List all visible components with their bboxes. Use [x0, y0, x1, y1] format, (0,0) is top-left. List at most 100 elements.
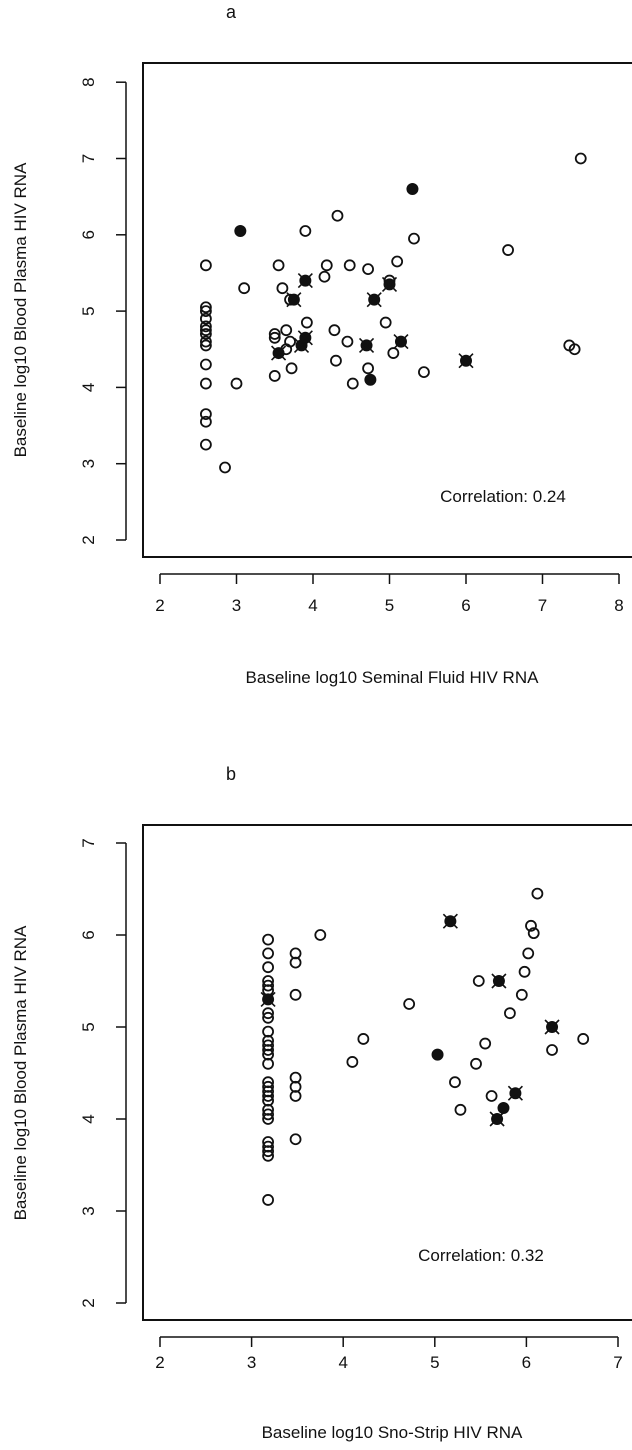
y-tick-label: 5	[79, 1022, 98, 1031]
point-open	[268, 328, 281, 340]
x-tick-label: 6	[522, 1353, 531, 1372]
point-open	[262, 1145, 274, 1158]
point-open	[518, 965, 531, 978]
point-open	[299, 225, 312, 237]
point-open	[199, 328, 212, 340]
point-x-cross	[491, 973, 507, 989]
point-open	[284, 335, 296, 348]
point-open	[331, 209, 344, 222]
x-axis-title: Baseline log10 Seminal Fluid HIV RNA	[246, 668, 540, 687]
point-open	[577, 1033, 590, 1045]
point-open	[568, 343, 581, 356]
plot-frame-a	[142, 62, 632, 558]
point-open	[262, 1149, 274, 1162]
point-x-cross	[366, 292, 382, 308]
x-axis-title: Baseline log10 Sno-Strip HIV RNA	[262, 1423, 523, 1442]
y-tick-label: 3	[79, 459, 98, 468]
y-axis-title: Baseline log10 Blood Plasma HIV RNA	[11, 162, 30, 457]
point-open	[262, 933, 274, 946]
point-open	[199, 339, 212, 352]
x-tick-label: 4	[308, 596, 317, 615]
point-open	[280, 324, 293, 337]
point-open	[515, 988, 528, 1001]
point-open	[199, 301, 212, 314]
point-open	[485, 1090, 498, 1102]
point-open	[346, 377, 359, 390]
x-tick-label: 2	[155, 596, 164, 615]
point-open	[199, 358, 212, 371]
point-open	[262, 979, 274, 992]
point-open	[330, 354, 342, 367]
point-open	[479, 1037, 492, 1050]
point-open	[276, 282, 289, 295]
point-filled	[364, 373, 377, 386]
y-tick-label: 7	[79, 838, 98, 847]
point-x-cross	[544, 1019, 560, 1035]
point-open	[262, 1108, 274, 1121]
point-open	[418, 366, 430, 379]
point-open	[262, 1113, 274, 1125]
point-open	[199, 415, 212, 428]
plot-frame-b	[142, 824, 632, 1321]
x-tick-label: 7	[613, 1353, 622, 1372]
point-x-cross	[489, 1111, 505, 1127]
point-filled	[406, 183, 419, 196]
x-tick-label: 4	[338, 1353, 347, 1372]
point-open	[379, 316, 392, 329]
y-axis-title: Baseline log10 Blood Plasma HIV RNA	[11, 925, 30, 1220]
point-open	[289, 956, 302, 969]
y-tick-label: 6	[79, 930, 98, 939]
y-tick-label: 3	[79, 1206, 98, 1215]
point-open	[285, 362, 298, 375]
point-open	[525, 919, 537, 932]
y-tick-label: 8	[79, 77, 98, 86]
point-open	[341, 335, 354, 348]
x-tick-label: 2	[155, 1353, 164, 1372]
point-open	[522, 947, 535, 960]
point-open	[289, 988, 302, 1001]
point-open	[502, 244, 514, 256]
point-x-cross	[381, 276, 398, 292]
point-open	[199, 259, 212, 272]
point-x-cross	[507, 1085, 523, 1101]
point-open	[268, 370, 281, 382]
panel-label: a	[226, 2, 237, 22]
y-tick-label: 2	[79, 535, 98, 544]
point-open	[268, 331, 281, 344]
point-open	[546, 1044, 558, 1056]
x-tick-label: 5	[385, 596, 394, 615]
point-x-cross	[393, 334, 409, 350]
x-tick-label: 6	[461, 596, 470, 615]
point-filled	[431, 1048, 444, 1061]
point-open	[449, 1076, 461, 1089]
point-open	[403, 998, 416, 1010]
x-tick-label: 3	[232, 596, 241, 615]
point-open	[362, 362, 374, 375]
point-open	[262, 1011, 274, 1024]
point-open	[219, 461, 231, 474]
point-x-cross	[442, 913, 458, 929]
panel-label: b	[226, 764, 236, 784]
point-open	[262, 1194, 274, 1206]
point-open	[199, 312, 212, 325]
point-open	[531, 887, 544, 900]
point-open	[387, 347, 400, 359]
point-x-cross	[271, 345, 287, 361]
point-open	[230, 377, 243, 390]
point-x-cross	[260, 991, 276, 1007]
point-open	[343, 259, 356, 272]
point-open	[199, 438, 212, 451]
point-open	[391, 255, 404, 268]
point-open	[504, 1007, 516, 1020]
point-open	[362, 263, 374, 276]
point-x-cross	[297, 330, 313, 346]
correlation-annotation: Correlation: 0.32	[418, 1246, 544, 1265]
x-tick-label: 5	[430, 1353, 439, 1372]
point-open	[262, 961, 274, 974]
point-open	[289, 1090, 302, 1102]
point-open	[262, 1090, 274, 1102]
point-x-cross	[358, 337, 375, 354]
point-open	[272, 259, 285, 272]
point-open	[262, 1007, 274, 1020]
